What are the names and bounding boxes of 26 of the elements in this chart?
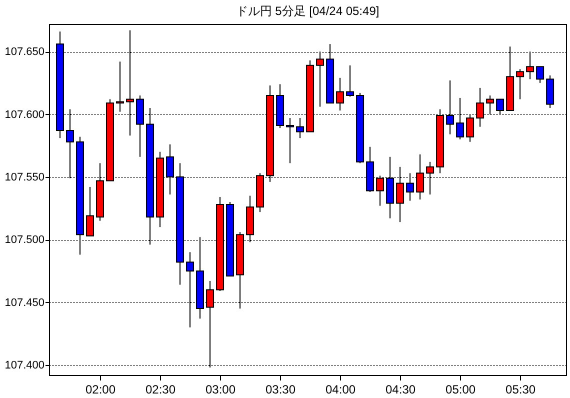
x-tick-label: 05:00 xyxy=(446,382,476,396)
x-tick-label: 02:00 xyxy=(85,382,116,396)
candlestick xyxy=(296,118,304,139)
x-tick-label: 05:30 xyxy=(506,382,536,396)
x-tick-label: 02:30 xyxy=(145,382,176,396)
candlestick xyxy=(526,51,534,80)
candlestick xyxy=(116,61,124,112)
y-tick-label: 107.500 xyxy=(4,234,44,246)
x-tick-label: 04:30 xyxy=(386,382,416,396)
x-tick-label: 03:00 xyxy=(206,382,236,396)
candlestick xyxy=(336,77,344,111)
y-tick-label: 107.450 xyxy=(4,296,44,309)
y-tick-label: 107.550 xyxy=(4,171,44,184)
candlestick xyxy=(86,186,94,236)
x-tick-label: 03:30 xyxy=(266,382,296,396)
y-tick-label: 107.600 xyxy=(4,108,44,121)
candlestick xyxy=(316,51,324,108)
candlestick xyxy=(286,118,294,164)
y-tick-label: 107.650 xyxy=(4,46,44,58)
chart-title: ドル円 5分足 [04/24 05:49] xyxy=(236,4,380,18)
y-tick-label: 107.400 xyxy=(4,359,44,372)
x-tick-label: 04:00 xyxy=(326,382,356,396)
candlestick xyxy=(346,64,354,98)
candlestick xyxy=(406,172,414,202)
candlestick xyxy=(536,66,544,84)
candlestick xyxy=(516,68,524,100)
